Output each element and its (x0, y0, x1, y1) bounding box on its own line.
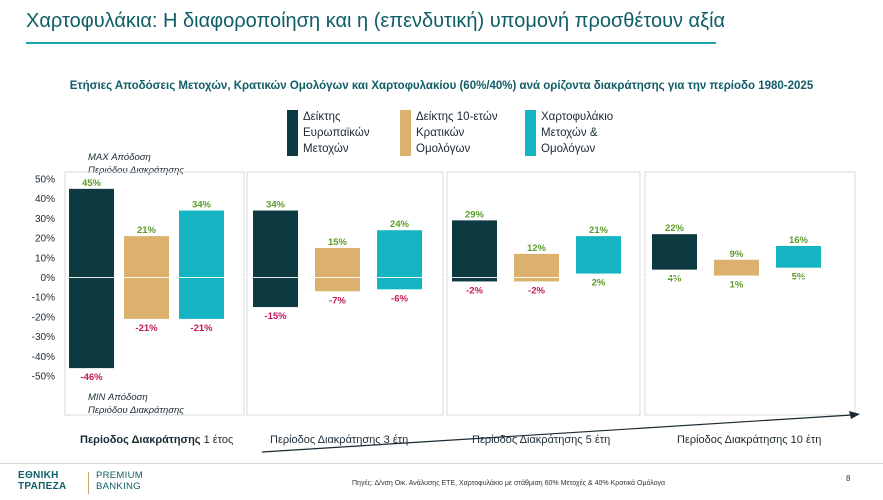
y-tick-label: 10% (35, 253, 55, 264)
legend-portfolio-line3: Ομολόγων (541, 143, 596, 155)
legend-swatch-stocks (287, 110, 298, 156)
bar-series2-period3 (514, 253, 559, 282)
min-data-label: -46% (80, 372, 103, 383)
min-data-label: -21% (190, 323, 213, 334)
legend-stocks-line2: Ευρωπαϊκών (303, 127, 370, 139)
page-number: 8 (846, 474, 851, 483)
bar-series3-period1 (179, 210, 224, 319)
y-tick-label: 50% (35, 175, 55, 186)
bar-series1-period1 (69, 188, 114, 369)
time-arrow-line (261, 414, 853, 453)
legend-portfolio-line2: Μετοχών & (541, 127, 598, 139)
y-tick-label: -40% (32, 352, 55, 363)
bank-logo-line1: ΕΘΝΙΚΗ (18, 470, 59, 481)
max-data-label: 12% (527, 243, 547, 254)
legend-stocks-line3: Μετοχών (303, 143, 349, 155)
y-tick-label: -50% (32, 372, 55, 383)
max-data-label: 21% (589, 225, 609, 236)
y-tick-label: -30% (32, 332, 55, 343)
min-note-line2: Περιόδου Διακράτησης (88, 405, 184, 416)
bar-series2-period2 (315, 247, 360, 292)
min-data-label: 2% (592, 278, 606, 289)
max-data-label: 45% (82, 178, 102, 189)
legend-swatch-bonds (400, 110, 411, 156)
panel-frame-4 (644, 171, 856, 416)
max-data-label: 15% (328, 237, 348, 248)
max-data-label: 29% (465, 209, 485, 220)
y-tick-label: -20% (32, 312, 55, 323)
legend-bonds-line1: Δείκτης 10-ετών (416, 111, 498, 123)
legend-item-portfolio: Χαρτοφυλάκιο Μετοχών & Ομολόγων (525, 109, 614, 157)
max-data-label: 21% (137, 225, 157, 236)
bank-logo-line2: ΤΡΑΠΕΖΑ (18, 481, 67, 492)
min-data-label: 4% (668, 274, 682, 285)
min-note: MIN Απόδοση Περιόδου Διακράτησης (88, 391, 184, 417)
title-underline (26, 42, 716, 44)
period-label-1: Περίοδος Διακράτησης 1 έτος (80, 434, 233, 446)
bar-series1-period2 (253, 210, 298, 308)
panel-frame-3 (446, 171, 641, 416)
footer-divider (0, 463, 883, 464)
max-data-label: 16% (789, 235, 809, 246)
premium-line1: PREMIUM (96, 470, 143, 481)
period-label-3: Περίοδος Διακράτησης 3 έτη (270, 434, 409, 446)
max-data-label: 34% (192, 200, 212, 211)
panel-frame-2 (246, 171, 444, 416)
legend-portfolio-line1: Χαρτοφυλάκιο (541, 111, 614, 123)
y-tick-label: 30% (35, 214, 55, 225)
period-label-10: Περίοδος Διακράτησης 10 έτη (677, 434, 822, 446)
bar-series1-period4 (652, 234, 697, 270)
y-tick-label: 40% (35, 194, 55, 205)
min-data-label: 1% (730, 280, 744, 291)
min-data-label: -7% (329, 295, 346, 306)
premium-banking-logo: PREMIUM BANKING (96, 470, 143, 492)
y-tick-label: 0% (41, 273, 56, 284)
max-data-label: 22% (665, 223, 685, 234)
legend-bonds-line3: Ομολόγων (416, 143, 471, 155)
page-title: Χαρτοφυλάκια: Η διαφοροποίηση και η (επε… (26, 10, 726, 32)
max-note: MAX Απόδοση Περιόδου Διακράτησης (88, 151, 184, 177)
legend-bonds-line2: Κρατικών (416, 127, 465, 139)
arrow-head-icon (849, 411, 860, 419)
min-data-label: -15% (264, 311, 287, 322)
period-label-5: Περίοδος Διακράτησης 5 έτη (472, 434, 611, 446)
y-tick-label: 20% (35, 234, 55, 245)
legend-item-stocks: Δείκτης Ευρωπαϊκών Μετοχών (287, 109, 370, 157)
bar-series3-period3 (576, 236, 621, 274)
source-note: Πηγές: Δ/νση Οικ. Ανάλυσης ΕΤΕ, Χαρτοφυλ… (352, 480, 666, 487)
min-data-label: -6% (391, 293, 408, 304)
min-note-line1: MIN Απόδοση (88, 392, 148, 403)
min-data-label: -2% (528, 285, 545, 296)
chart-subtitle: Ετήσιες Αποδόσεις Μετοχών, Κρατικών Ομολ… (69, 80, 814, 92)
min-data-label: -2% (466, 285, 483, 296)
bar-series3-period2 (377, 230, 422, 290)
max-note-line2: Περιόδου Διακράτησης (88, 165, 184, 176)
period-label-1-rest: 1 έτος (200, 434, 234, 446)
legend-stocks-line1: Δείκτης (303, 111, 341, 123)
max-data-label: 9% (730, 249, 744, 260)
bar-series1-period3 (452, 220, 497, 282)
max-data-label: 34% (266, 200, 286, 211)
logo-separator (88, 472, 89, 494)
bank-logo: ΕΘΝΙΚΗ ΤΡΑΠΕΖΑ (18, 470, 67, 492)
period-label-1-bold: Περίοδος Διακράτησης (80, 434, 201, 446)
bar-series2-period4 (714, 259, 759, 276)
max-note-line1: MAX Απόδοση (88, 152, 151, 163)
min-data-label: -21% (135, 323, 158, 334)
bar-series3-period4 (776, 245, 821, 268)
legend-item-bonds: Δείκτης 10-ετών Κρατικών Ομολόγων (400, 109, 498, 157)
y-tick-label: -10% (32, 293, 55, 304)
max-data-label: 24% (390, 219, 410, 230)
panel-frame-1 (64, 171, 245, 416)
premium-line2: BANKING (96, 481, 141, 492)
legend-swatch-portfolio (525, 110, 536, 156)
